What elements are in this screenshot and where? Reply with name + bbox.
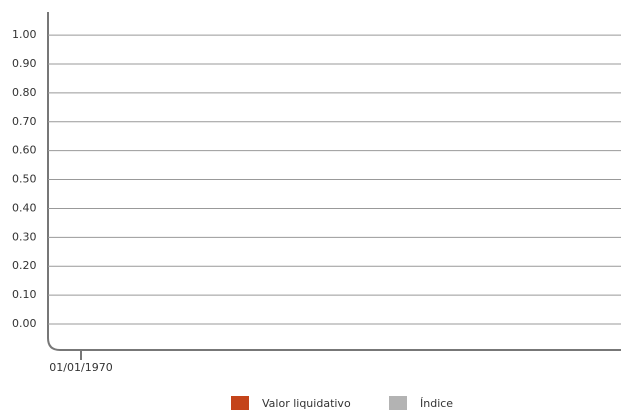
legend-label: Valor liquidativo bbox=[262, 397, 351, 410]
axis bbox=[47, 12, 621, 351]
y-tick-label: 0.70 bbox=[12, 115, 37, 128]
legend-swatch bbox=[231, 396, 249, 410]
y-tick-label: 1.00 bbox=[12, 28, 37, 41]
legend-label: Índice bbox=[420, 397, 453, 410]
legend-swatch bbox=[389, 396, 407, 410]
y-tick-label: 0.40 bbox=[12, 201, 37, 214]
x-tick-label: 01/01/1970 bbox=[49, 361, 112, 374]
y-tick-label: 0.20 bbox=[12, 259, 37, 272]
y-tick-label: 0.90 bbox=[12, 57, 37, 70]
y-tick-label: 0.00 bbox=[12, 317, 37, 330]
y-tick-label: 0.80 bbox=[12, 86, 37, 99]
y-tick-label: 0.60 bbox=[12, 144, 37, 157]
y-tick-label: 0.10 bbox=[12, 288, 37, 301]
y-tick-label: 0.50 bbox=[12, 173, 37, 186]
y-tick-label: 0.30 bbox=[12, 230, 37, 243]
